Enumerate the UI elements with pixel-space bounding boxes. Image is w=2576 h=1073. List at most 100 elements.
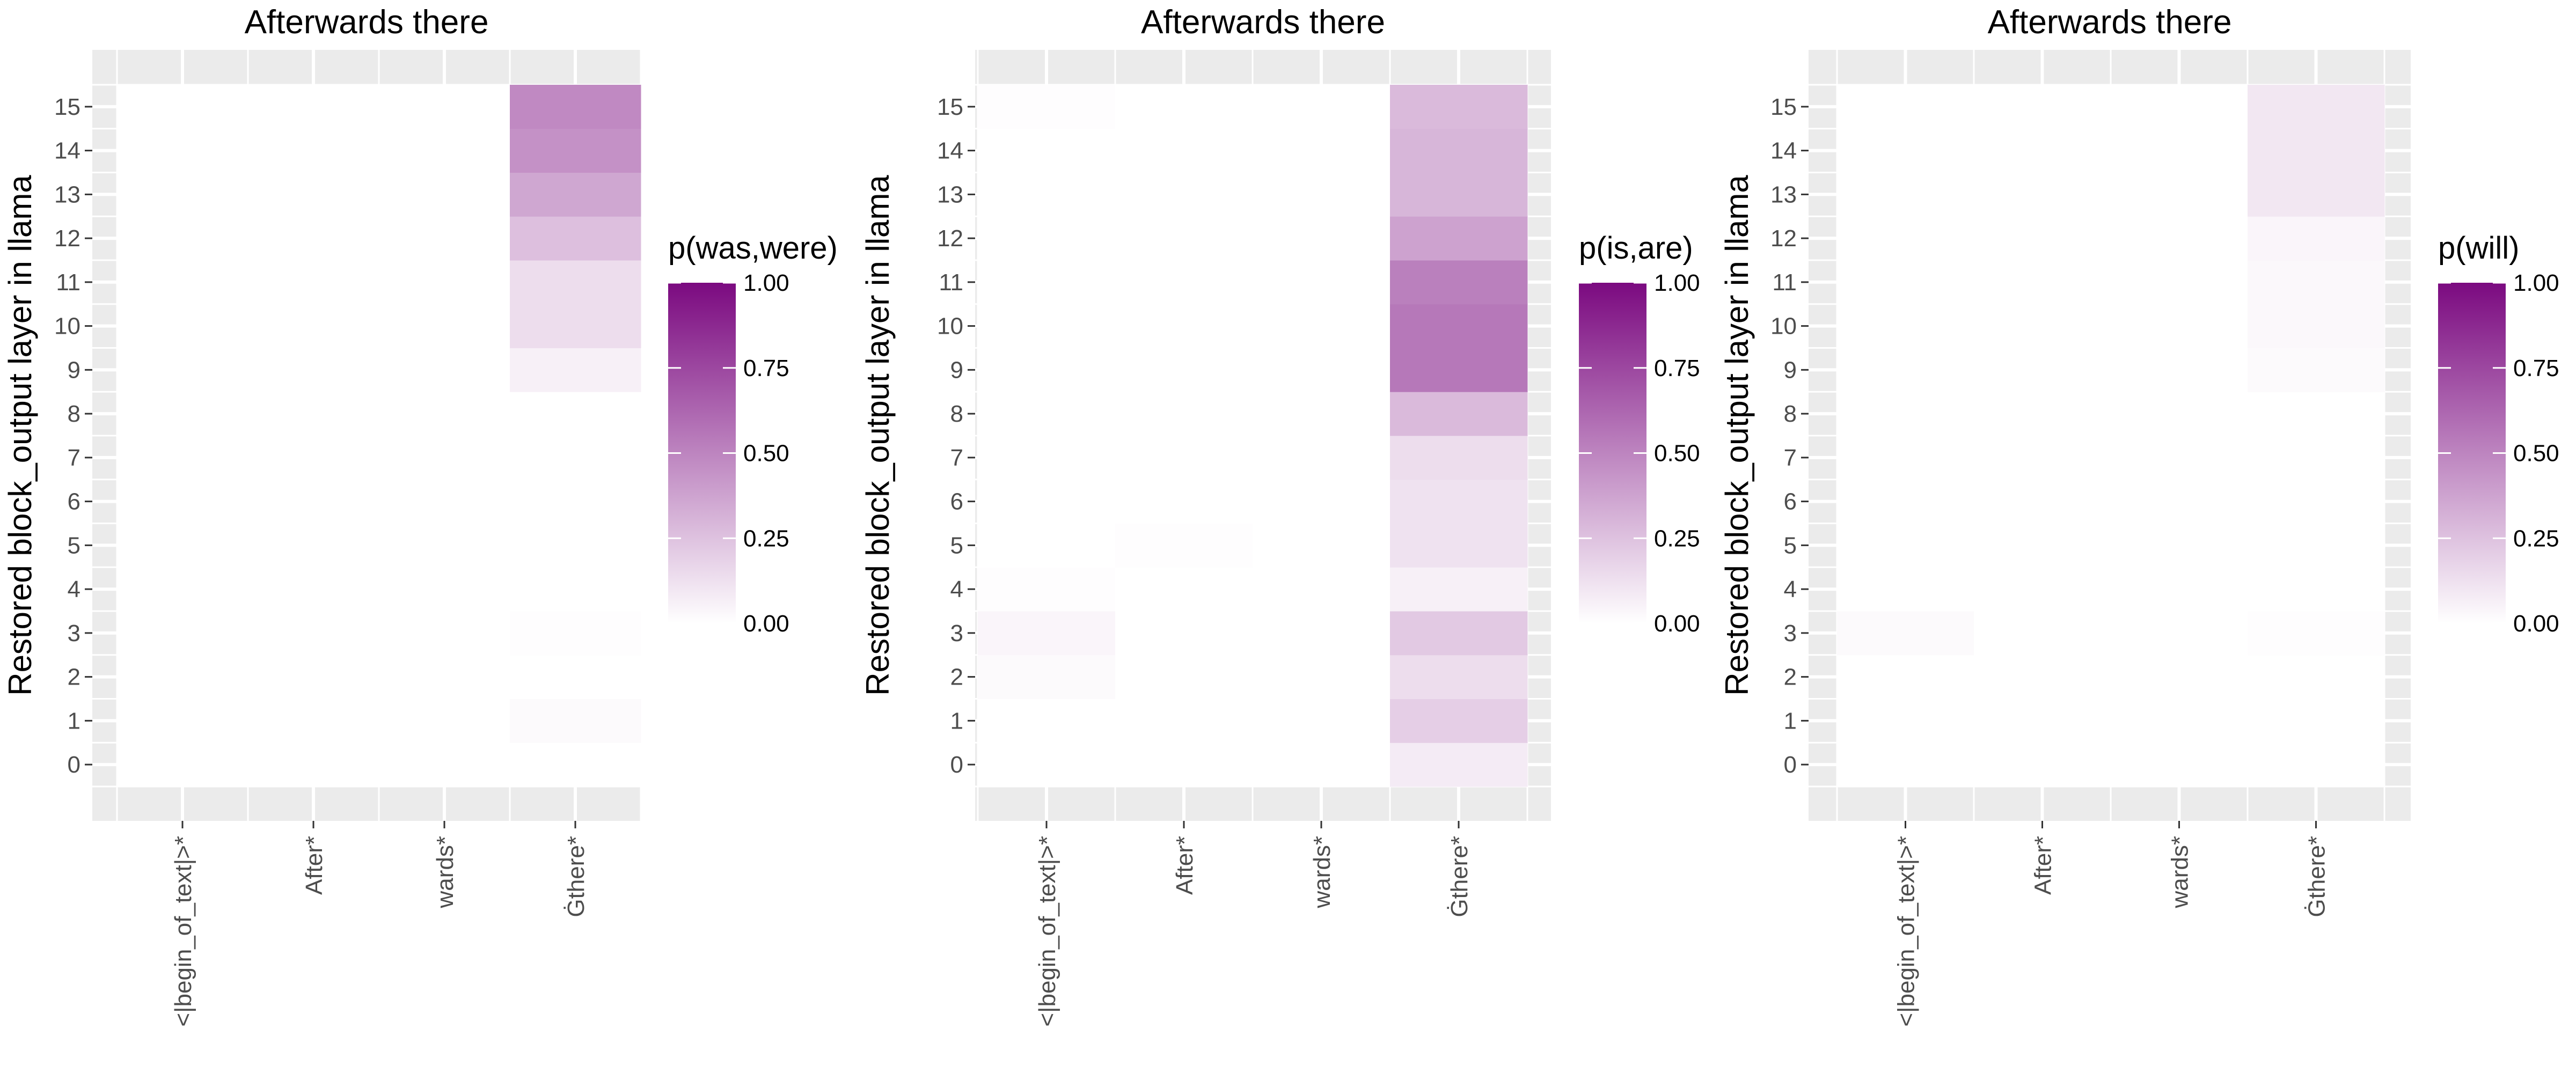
y-tick-label: 11 [939, 269, 963, 296]
heatmap-cell [248, 479, 379, 524]
heatmap-cell [1837, 304, 1974, 348]
legend-tick-label: 0.50 [743, 440, 789, 467]
heatmap-cell [1390, 611, 1528, 656]
heatmap-cell [1253, 699, 1391, 743]
heatmap-cell [248, 392, 379, 436]
heatmap-cell [510, 128, 641, 173]
x-tick-label: wards* [1309, 836, 1335, 909]
heatmap-cell [510, 699, 641, 743]
heatmap-cell [1115, 699, 1253, 743]
heatmap-cell [1390, 216, 1528, 261]
y-tick-label: 13 [1770, 181, 1797, 208]
heatmap-cell [1974, 479, 2111, 524]
chart-title: Afterwards there [1141, 4, 1385, 41]
x-tick-label: After* [1172, 836, 1198, 895]
heatmap-cell [2248, 216, 2385, 261]
y-tick-label: 1 [950, 708, 963, 734]
heatmap-cell [248, 128, 379, 173]
heatmap-cell [2248, 348, 2385, 392]
heatmap-cell [510, 85, 641, 129]
legend-tick-label: 0.75 [743, 355, 789, 381]
heatmap-cell [1837, 479, 1974, 524]
heatmap-panel-3: Afterwards there Restored block_output la… [1719, 4, 2559, 1027]
heatmap-cell [510, 523, 641, 568]
heatmap-cell [117, 304, 248, 348]
heatmap-cell [117, 567, 248, 612]
heatmap-cell [2111, 304, 2248, 348]
heatmap-cell [2111, 655, 2248, 699]
x-tick-label: Ġthere* [563, 836, 589, 917]
y-tick-label: 13 [937, 181, 963, 208]
y-tick-label: 1 [68, 708, 80, 734]
heatmap-cell [2111, 479, 2248, 524]
legend-title: p(is,are) [1579, 231, 1693, 266]
heatmap-cell [379, 304, 510, 348]
heatmap-cell [1390, 655, 1528, 699]
x-tick-label: Ġthere* [2304, 836, 2330, 917]
heatmap-cell [1253, 128, 1391, 173]
heatmap-cell [1390, 260, 1528, 305]
heatmap-cell [1837, 216, 1974, 261]
heatmap-cell [978, 567, 1116, 612]
heatmap-cell [1390, 567, 1528, 612]
heatmap-cell [117, 743, 248, 787]
heatmap-cell [1390, 392, 1528, 436]
y-tick-label: 8 [1784, 401, 1797, 427]
heatmap-cell [1974, 567, 2111, 612]
heatmap-cell [248, 436, 379, 480]
heatmap-cell [1253, 479, 1391, 524]
y-tick-label: 4 [950, 576, 963, 602]
heatmap-cell [1974, 392, 2111, 436]
heatmap-cell [978, 172, 1116, 217]
heatmap-cell [379, 128, 510, 173]
legend-tick-label: 1.00 [2513, 270, 2559, 296]
heatmap-cell [1115, 348, 1253, 392]
chart-title: Afterwards there [1988, 4, 2232, 41]
heatmap-cell [1837, 128, 1974, 173]
heatmap-cell [510, 216, 641, 261]
y-tick-label: 9 [950, 357, 963, 383]
heatmap-cell [2248, 611, 2385, 656]
heatmap-cell [2111, 216, 2248, 261]
heatmap-cell [379, 392, 510, 436]
heatmap-cell [248, 348, 379, 392]
heatmap-cell [248, 567, 379, 612]
y-tick-label: 5 [950, 532, 963, 558]
heatmap-cell [978, 523, 1116, 568]
heatmap-cell [1390, 699, 1528, 743]
heatmap-cell [248, 260, 379, 305]
heatmap-cell [1974, 304, 2111, 348]
heatmap-cell [2248, 172, 2385, 217]
heatmap-cell [379, 743, 510, 787]
heatmap-cell [379, 172, 510, 217]
y-tick-label: 6 [68, 489, 80, 515]
heatmap-cell [2248, 304, 2385, 348]
heatmap-cell [2248, 392, 2385, 436]
heatmap-cell [2111, 172, 2248, 217]
heatmap-cell [1253, 348, 1391, 392]
heatmap-cell [248, 611, 379, 656]
y-tick-label: 4 [1784, 576, 1797, 602]
heatmap-cell [2248, 523, 2385, 568]
heatmap-tiles [117, 85, 641, 787]
heatmap-cell [1974, 699, 2111, 743]
heatmap-cell [2248, 436, 2385, 480]
heatmap-cell [248, 304, 379, 348]
heatmap-cell [510, 260, 641, 305]
heatmap-cell [1115, 85, 1253, 129]
heatmap-cell [978, 85, 1116, 129]
heatmap-cell [2248, 699, 2385, 743]
heatmap-panel-2: Afterwards there Restored block_output la… [860, 4, 1700, 1027]
heatmap-cell [117, 655, 248, 699]
y-tick-label: 12 [54, 225, 80, 252]
legend-tick-label: 0.50 [2513, 440, 2559, 467]
x-tick-label: <|begin_of_text|>* [170, 836, 196, 1027]
heatmap-cell [1390, 128, 1528, 173]
heatmap-cell [248, 85, 379, 129]
heatmap-cell [117, 523, 248, 568]
heatmap-cell [978, 436, 1116, 480]
legend-tick-label: 0.00 [2513, 611, 2559, 637]
heatmap-cell [2248, 567, 2385, 612]
heatmap-cell [1115, 567, 1253, 612]
